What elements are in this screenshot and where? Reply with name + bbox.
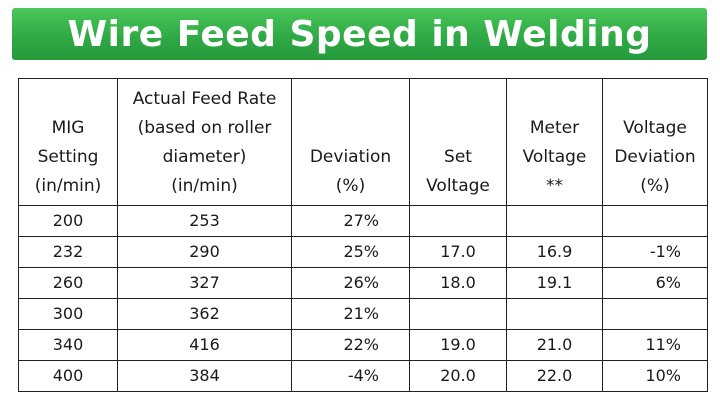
cell-set-voltage: 19.0 [409, 329, 507, 361]
cell-meter-voltage [506, 298, 603, 330]
cell-set-voltage: 20.0 [409, 360, 507, 392]
table-row: 340 416 22% 19.0 21.0 11% [18, 329, 708, 361]
feed-speed-table: MIG Setting (in/min) Actual Feed Rate (b… [18, 78, 708, 392]
header-line: Setting [37, 147, 99, 167]
header-line: MIG [51, 118, 85, 138]
header-line: (in/min) [34, 176, 102, 196]
cell-mig-setting: 232 [18, 236, 118, 268]
table-row: 232 290 25% 17.0 16.9 -1% [18, 236, 708, 268]
cell-set-voltage [409, 205, 507, 237]
header-line: (based on roller [137, 118, 272, 138]
banner-title: Wire Feed Speed in Welding [67, 13, 652, 55]
cell-meter-voltage: 19.1 [506, 267, 603, 299]
cell-actual-feed-rate: 384 [117, 360, 292, 392]
header-line: Meter [529, 118, 580, 138]
table-row: 300 362 21% [18, 298, 708, 330]
cell-deviation: 26% [291, 267, 410, 299]
cell-voltage-deviation: 11% [602, 329, 708, 361]
cell-voltage-deviation [602, 205, 708, 237]
cell-set-voltage: 17.0 [409, 236, 507, 268]
cell-actual-feed-rate: 290 [117, 236, 292, 268]
header-set-voltage: Set Voltage [409, 78, 507, 206]
cell-voltage-deviation: 6% [602, 267, 708, 299]
header-line: Voltage [623, 118, 687, 138]
cell-set-voltage [409, 298, 507, 330]
cell-actual-feed-rate: 362 [117, 298, 292, 330]
header-voltage-deviation: Voltage Deviation (%) [602, 78, 708, 206]
table-row: 200 253 27% [18, 205, 708, 237]
cell-actual-feed-rate: 327 [117, 267, 292, 299]
cell-deviation: 21% [291, 298, 410, 330]
header-line: (in/min) [171, 176, 238, 196]
cell-set-voltage: 18.0 [409, 267, 507, 299]
cell-mig-setting: 200 [18, 205, 118, 237]
cell-meter-voltage: 22.0 [506, 360, 603, 392]
header-line: ** [546, 176, 563, 196]
cell-actual-feed-rate: 253 [117, 205, 292, 237]
header-line: Deviation [309, 147, 392, 167]
cell-meter-voltage [506, 205, 603, 237]
header-line: Voltage [522, 147, 587, 167]
title-banner: Wire Feed Speed in Welding [12, 8, 707, 60]
cell-deviation: 22% [291, 329, 410, 361]
header-row: MIG Setting (in/min) Actual Feed Rate (b… [18, 78, 708, 206]
header-mig-setting: MIG Setting (in/min) [18, 78, 118, 206]
cell-actual-feed-rate: 416 [117, 329, 292, 361]
cell-voltage-deviation: -1% [602, 236, 708, 268]
header-deviation: Deviation (%) [291, 78, 410, 206]
cell-voltage-deviation: 10% [602, 360, 708, 392]
header-line: Set [444, 147, 472, 167]
cell-mig-setting: 300 [18, 298, 118, 330]
cell-mig-setting: 400 [18, 360, 118, 392]
cell-deviation: 25% [291, 236, 410, 268]
cell-deviation: 27% [291, 205, 410, 237]
header-line: (%) [640, 176, 670, 196]
header-line: Deviation [614, 147, 696, 167]
header-actual-feed-rate: Actual Feed Rate (based on roller diamet… [117, 78, 292, 206]
cell-mig-setting: 260 [18, 267, 118, 299]
cell-voltage-deviation [602, 298, 708, 330]
cell-meter-voltage: 21.0 [506, 329, 603, 361]
header-line: diameter) [162, 147, 247, 167]
table-row: 260 327 26% 18.0 19.1 6% [18, 267, 708, 299]
header-meter-voltage: Meter Voltage ** [506, 78, 603, 206]
table-row: 400 384 -4% 20.0 22.0 10% [18, 360, 708, 392]
header-line: (%) [335, 176, 366, 196]
cell-mig-setting: 340 [18, 329, 118, 361]
header-line: Voltage [426, 176, 490, 196]
cell-meter-voltage: 16.9 [506, 236, 603, 268]
header-line: Actual Feed Rate [132, 89, 277, 109]
cell-deviation: -4% [291, 360, 410, 392]
